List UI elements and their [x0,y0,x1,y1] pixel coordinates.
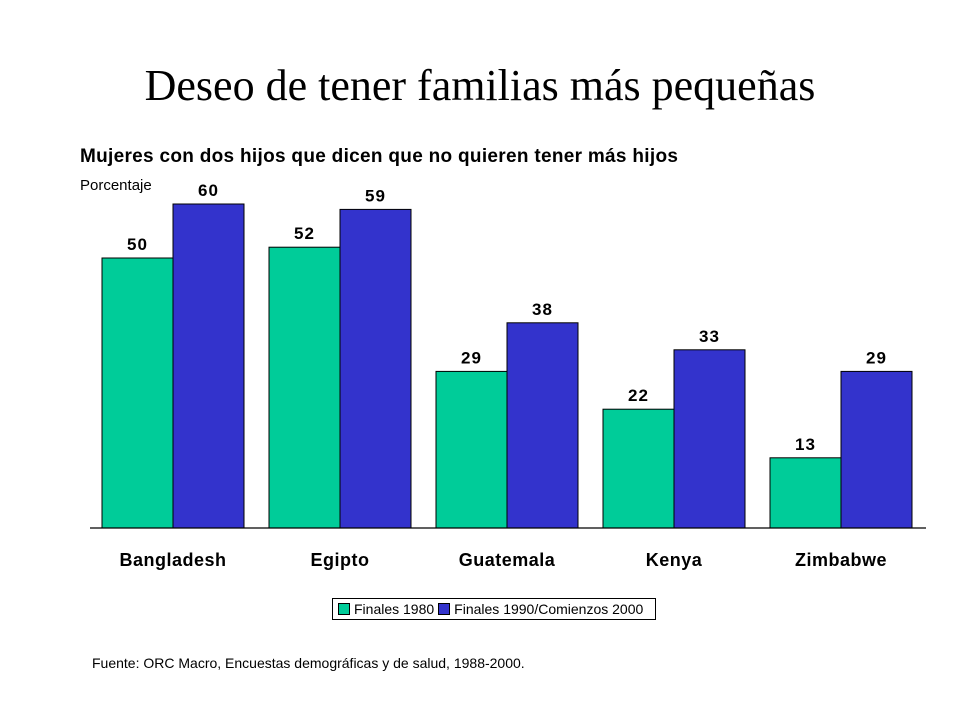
x-tick-label-kenya: Kenya [646,550,703,570]
bar-egipto-series-1 [268,246,341,529]
chart-legend: Finales 1980 Finales 1990/Comienzos 2000 [332,598,657,620]
bar-zimbabwe-series-2 [840,370,913,529]
data-label-guatemala-series-1: 29 [461,348,482,367]
x-tick-label-bangladesh: Bangladesh [119,550,226,570]
bar-egipto-series-2 [339,208,412,529]
bar-guatemala-series-2 [506,322,579,529]
bar-zimbabwe-series-1 [769,457,842,529]
chart-title: Deseo de tener familias más pequeñas [144,61,816,110]
bar-kenya-series-1 [602,408,675,529]
data-label-egipto-series-1: 52 [294,224,315,243]
source-note: Fuente: ORC Macro, Encuestas demográfica… [92,655,525,671]
legend-swatch-series-2 [438,603,451,615]
data-label-kenya-series-2: 33 [699,327,720,346]
bar-guatemala-series-1 [435,370,508,529]
legend-label-series-1: Finales 1980 [354,601,435,617]
data-label-zimbabwe-series-1: 13 [795,435,816,454]
chart-subtitle: Mujeres con dos hijos que dicen que no q… [80,146,679,167]
legend-swatch-series-1 [338,603,350,615]
legend-item-series-2: Finales 1990/Comienzos 2000 [438,601,643,617]
x-tick-label-zimbabwe: Zimbabwe [795,550,887,570]
data-label-bangladesh-series-2: 60 [198,181,219,200]
bar-bangladesh-series-2 [172,203,245,529]
data-label-zimbabwe-series-2: 29 [866,348,887,367]
data-label-bangladesh-series-1: 50 [127,235,148,254]
x-tick-label-egipto: Egipto [311,550,370,570]
data-label-guatemala-series-2: 38 [532,300,553,319]
bar-kenya-series-2 [673,349,746,529]
data-label-egipto-series-2: 59 [365,186,386,205]
data-label-kenya-series-1: 22 [628,386,649,405]
y-axis-label: Porcentaje [80,177,152,194]
bar-bangladesh-series-1 [101,257,174,529]
legend-item-series-1: Finales 1980 [338,601,434,617]
x-tick-label-guatemala: Guatemala [459,550,556,570]
legend-label-series-2: Finales 1990/Comienzos 2000 [454,601,644,617]
